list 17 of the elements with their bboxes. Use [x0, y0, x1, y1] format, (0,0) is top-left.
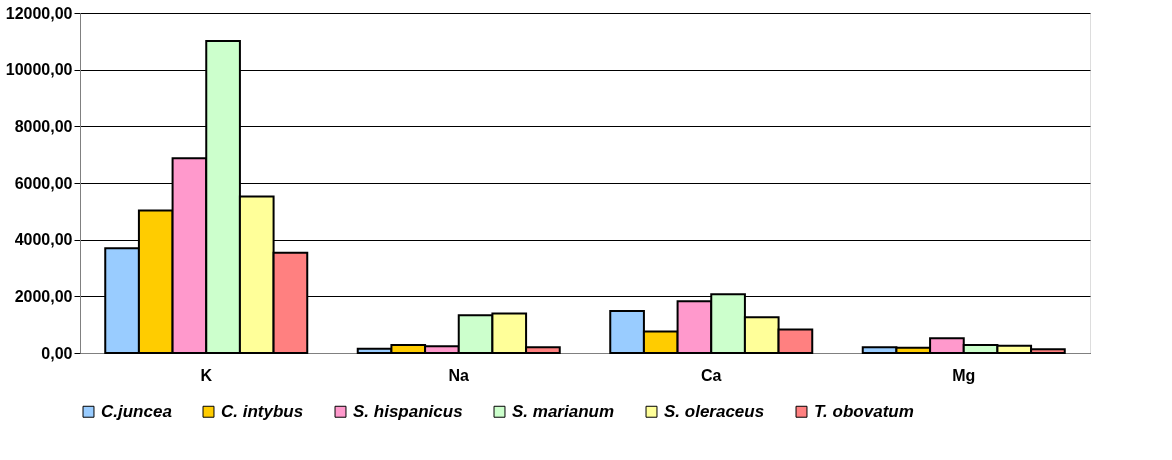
y-tick-label: 8000,00 — [14, 117, 73, 135]
legend-label: S. marianum — [512, 401, 615, 421]
legend-label: C. intybus — [221, 401, 304, 421]
x-tick-label: Na — [448, 366, 470, 384]
x-tick-label: Mg — [952, 366, 976, 384]
legend-label: C.juncea — [101, 401, 172, 421]
y-tick-label: 12000,00 — [5, 4, 73, 22]
legend-label: S. hispanicus — [353, 401, 463, 421]
y-tick-label: 10000,00 — [5, 61, 73, 79]
x-tick-label: K — [200, 366, 213, 384]
y-tick-label: 2000,00 — [14, 287, 73, 305]
legend-label: T. obovatum — [814, 401, 914, 421]
x-tick-label: Ca — [701, 366, 722, 384]
y-tick-label: 6000,00 — [14, 174, 73, 192]
y-tick-label: 0,00 — [41, 344, 73, 362]
y-tick-label: 4000,00 — [14, 231, 73, 249]
legend-label: S. oleraceus — [664, 401, 765, 421]
